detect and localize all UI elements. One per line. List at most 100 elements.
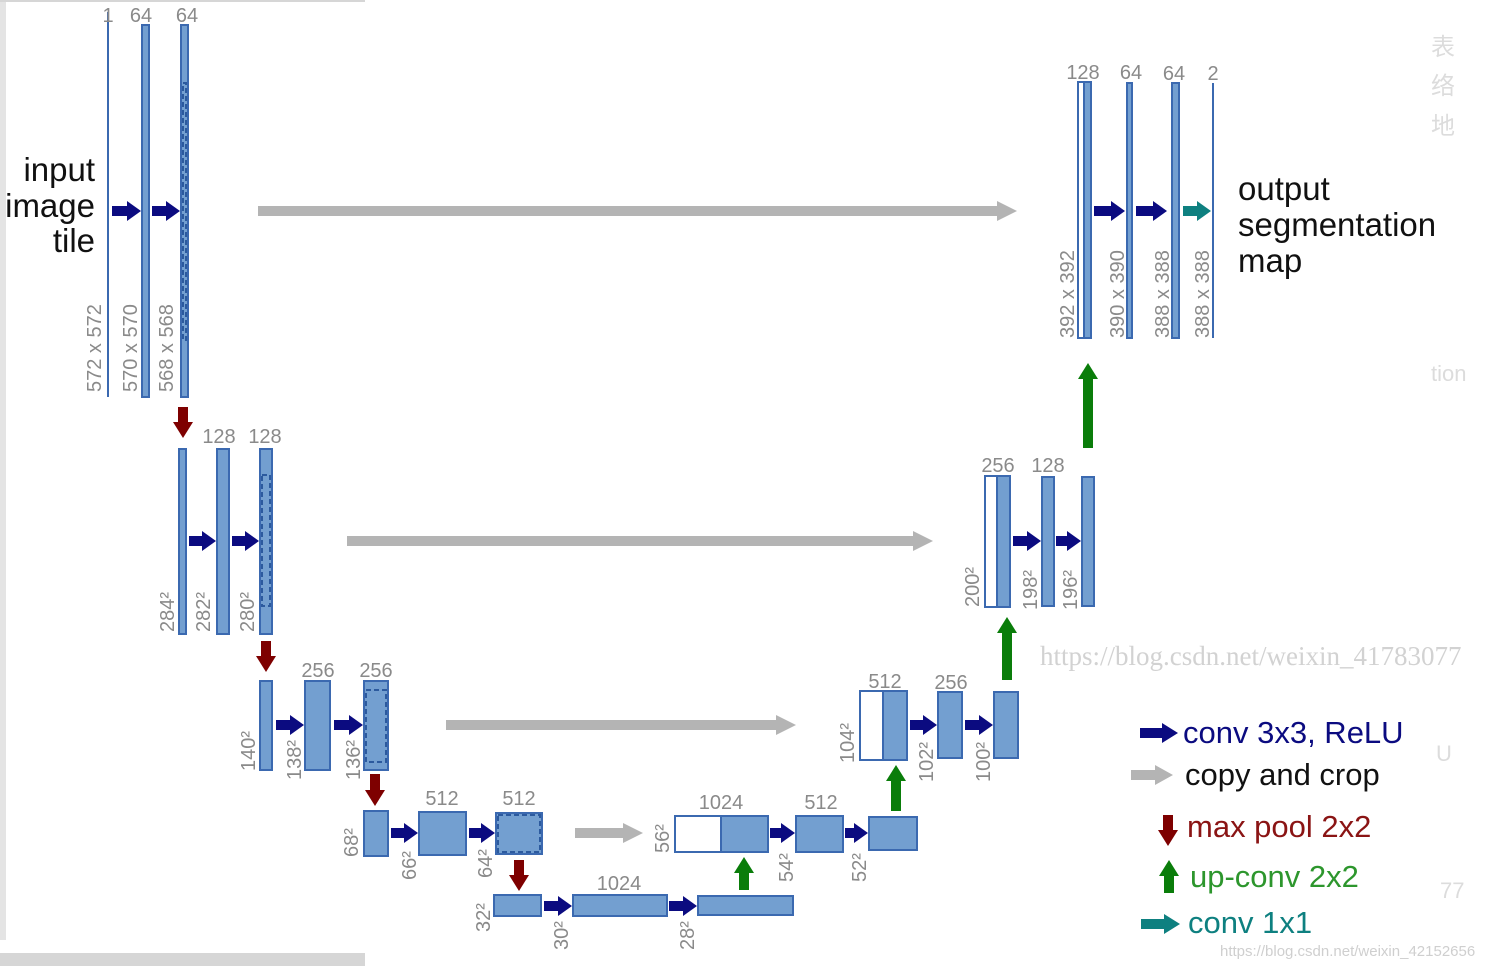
- resolution-label: 100²: [973, 742, 995, 782]
- output-label: map: [1238, 242, 1302, 279]
- copied-feature-map: [859, 690, 884, 761]
- background-text-fragment: tion: [1431, 361, 1466, 386]
- resolution-label: 572 x 572: [84, 304, 106, 392]
- resolution-label: 68²: [341, 828, 363, 857]
- legend-conv1x1-arrow-icon: [1141, 914, 1180, 934]
- feature-map-block: [1081, 476, 1095, 607]
- left-edge-strip: [0, 0, 6, 940]
- legend-label: conv 1x1: [1188, 905, 1312, 940]
- conv-arrow-icon: [1136, 201, 1167, 221]
- resolution-label: 30²: [551, 921, 573, 950]
- background-text-fragment: U: [1436, 741, 1452, 766]
- channel-count-label: 64: [130, 5, 152, 27]
- resolution-label: 28²: [677, 921, 699, 950]
- feature-map-thin: [107, 12, 109, 397]
- copy-arrow-icon: [347, 531, 933, 551]
- channel-count-label: 1: [102, 5, 113, 27]
- upconv-arrow-icon: [734, 857, 754, 890]
- crop-region-dashed: [497, 814, 541, 853]
- feature-map-block: [1171, 82, 1180, 339]
- resolution-label: 198²: [1020, 570, 1042, 610]
- channel-count-label: 256: [301, 660, 334, 682]
- feature-map-block: [216, 448, 230, 635]
- copy-arrow-icon: [446, 715, 796, 735]
- feature-map-block: [996, 475, 1011, 608]
- output-label: output: [1238, 170, 1330, 207]
- legend-upconv-arrow-icon: [1159, 860, 1179, 893]
- resolution-label: 64²: [475, 849, 497, 878]
- watermark-text: https://blog.csdn.net/weixin_42152656: [1220, 943, 1475, 960]
- copy-arrow-icon: [258, 201, 1017, 221]
- resolution-label: 56²: [652, 824, 674, 853]
- resolution-label: 140²: [238, 731, 260, 771]
- feature-map-block: [363, 680, 389, 771]
- feature-map-block: [572, 894, 668, 917]
- conv-arrow-icon: [152, 201, 180, 221]
- legend-copy-arrow-icon: [1131, 765, 1173, 785]
- feature-map-block: [868, 816, 918, 851]
- feature-map-block: [493, 894, 542, 917]
- copied-feature-map: [674, 815, 722, 853]
- input-label: image: [5, 187, 95, 224]
- feature-map-block: [418, 811, 467, 856]
- channel-count-label: 512: [868, 671, 901, 693]
- background-text-fragment: 地: [1431, 113, 1455, 140]
- top-edge-strip: [0, 0, 365, 2]
- resolution-label: 52²: [849, 853, 871, 882]
- resolution-label: 104²: [837, 723, 859, 763]
- upconv-arrow-icon: [997, 617, 1017, 680]
- resolution-label: 32²: [473, 903, 495, 932]
- conv-arrow-icon: [232, 531, 259, 551]
- feature-map-block: [882, 690, 908, 761]
- channel-count-label: 128: [1066, 62, 1099, 84]
- upconv-arrow-icon: [886, 765, 906, 811]
- channel-count-label: 512: [425, 788, 458, 810]
- conv-arrow-icon: [112, 201, 141, 221]
- resolution-label: 54²: [776, 853, 798, 882]
- feature-map-block: [697, 895, 794, 916]
- channel-count-label: 256: [981, 455, 1014, 477]
- conv-arrow-icon: [1013, 531, 1041, 551]
- legend-label: up-conv 2x2: [1190, 859, 1359, 894]
- channel-count-label: 128: [202, 426, 235, 448]
- feature-map-block: [1083, 81, 1092, 339]
- conv-arrow-icon: [276, 715, 304, 735]
- channel-count-label: 2: [1207, 63, 1218, 85]
- maxpool-arrow-icon: [173, 407, 193, 438]
- resolution-label: 388 x 388: [1192, 250, 1214, 338]
- feature-map-block: [180, 24, 189, 398]
- copied-feature-map: [984, 475, 998, 608]
- background-text-fragment: 表: [1431, 34, 1455, 61]
- maxpool-arrow-icon: [509, 860, 529, 891]
- input-label: tile: [53, 222, 95, 259]
- channel-count-label: 256: [359, 660, 392, 682]
- conv-arrow-icon: [965, 715, 993, 735]
- channel-count-label: 1024: [597, 873, 642, 895]
- resolution-label: 388 x 388: [1152, 250, 1174, 338]
- conv-arrow-icon: [391, 823, 418, 843]
- resolution-label: 390 x 390: [1107, 250, 1129, 338]
- legend-label: max pool 2x2: [1187, 809, 1371, 844]
- conv-arrow-icon: [1094, 201, 1125, 221]
- conv-arrow-icon: [669, 896, 697, 916]
- copy-arrow-icon: [575, 823, 643, 843]
- channel-count-label: 64: [1120, 62, 1142, 84]
- crop-region-dashed: [365, 689, 387, 763]
- feature-map-block: [795, 815, 844, 853]
- channel-count-label: 256: [934, 672, 967, 694]
- resolution-label: 102²: [916, 742, 938, 782]
- legend-label: conv 3x3, ReLU: [1183, 715, 1404, 750]
- conv-arrow-icon: [544, 896, 572, 916]
- conv-arrow-icon: [910, 715, 937, 735]
- conv-arrow-icon: [334, 715, 363, 735]
- maxpool-arrow-icon: [365, 774, 385, 806]
- feature-map-block: [259, 680, 273, 771]
- feature-map-block: [993, 691, 1019, 759]
- conv1x1-arrow-icon: [1183, 201, 1211, 221]
- resolution-label: 282²: [193, 592, 215, 632]
- feature-map-block: [304, 680, 331, 771]
- bottom-edge-strip: [0, 953, 365, 966]
- input-label: input: [23, 151, 95, 188]
